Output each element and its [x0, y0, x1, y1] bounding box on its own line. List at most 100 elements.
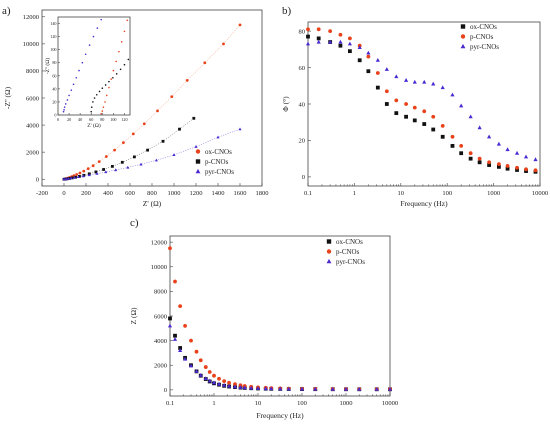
- panel-a-inset-point-p-cnos: [98, 90, 101, 93]
- panel-a-inset-point-pyr-cnos: [88, 44, 91, 46]
- panel-b-series-ox-cnos: [306, 34, 538, 174]
- panel-b-point-p-cnos: [338, 32, 343, 37]
- panel-b-point-p-cnos: [384, 89, 389, 94]
- panel-c-point-pyr-cnos: [374, 386, 379, 391]
- chart-panel-c: 0.1 1 10 100 1000 10000 0 2000 4000 6000 8000 10000…: [129, 235, 398, 420]
- panel-b-y-tick-label: 60: [299, 65, 306, 72]
- panel-a-point-p-cnos: [146, 148, 149, 152]
- panel-c-point-pyr-cnos: [242, 385, 247, 390]
- panel-c-x-tick-label: 1: [212, 400, 215, 407]
- panel-a-inset-point-pyr-cnos: [70, 89, 73, 91]
- panel-b-point-pyr-cnos: [523, 154, 529, 159]
- panel-b-point-p-cnos: [524, 167, 528, 172]
- panel-a-y-tick-label: 0: [36, 177, 39, 184]
- panel-b-point-p-cnos: [422, 109, 427, 114]
- panel-b-point-pyr-cnos: [450, 92, 455, 97]
- panel-b-legend-label-pyr-cnos: pyr-CNOs: [470, 43, 499, 51]
- panel-c-point-pyr-cnos: [203, 376, 208, 381]
- panel-a-inset-point-pyr-cnos: [96, 27, 99, 29]
- panel-a-inset-point-p-cnos: [93, 97, 96, 99]
- panel-b-legend-marker-pyr-cnos: [460, 43, 466, 49]
- panel-c-point-ox-cnos: [178, 346, 183, 350]
- panel-b-point-pyr-cnos: [375, 57, 380, 62]
- panel-c-legend-marker-p-cnos: [326, 249, 332, 254]
- panel-b-point-p-cnos: [459, 144, 464, 148]
- panel-b-point-ox-cnos: [316, 36, 321, 41]
- panel-c-point-pyr-cnos: [263, 386, 268, 391]
- panel-b-point-p-cnos: [412, 105, 417, 110]
- panel-c-letter: c): [130, 217, 139, 229]
- panel-a-inset-point-ox-cnos: [104, 101, 106, 103]
- panel-a-inset-point-p-cnos: [90, 106, 93, 108]
- panel-a-point-ox-cnos: [203, 61, 207, 65]
- panel-a-point-p-cnos: [161, 139, 165, 143]
- panel-c-point-pyr-cnos: [269, 386, 274, 391]
- panel-b-x-tick-label: 1000: [487, 190, 500, 197]
- panel-a-legend-label-ox-cnos: ox-CNOs: [205, 148, 232, 156]
- panel-a-inset-x-tick-label: 40: [78, 117, 82, 122]
- panel-a-point-pyr-cnos: [81, 174, 85, 178]
- panel-a-inset-y-tick-label: 100: [50, 47, 56, 52]
- panel-a-x-tick-label: 0: [62, 190, 65, 197]
- panel-b-point-ox-cnos: [384, 102, 389, 106]
- panel-c-point-p-cnos: [173, 279, 177, 284]
- panel-a-point-p-cnos: [178, 127, 181, 131]
- panel-b-point-ox-cnos: [394, 111, 399, 116]
- panel-c-y-tick-label: 4000: [154, 338, 167, 345]
- panel-a-inset-y-tick-label: 120: [50, 34, 56, 39]
- panel-b-point-ox-cnos: [375, 85, 380, 90]
- panel-a-point-ox-cnos: [170, 95, 174, 99]
- panel-a-series-pyr-cnos: [62, 127, 242, 181]
- panel-a-inset: 0 20 40 60 80 100 120 0 20 40 60 80 100 120 140 Z' (Ω) -…: [44, 16, 131, 129]
- panel-a-point-pyr-cnos: [172, 153, 176, 156]
- panel-b-point-p-cnos: [515, 165, 519, 170]
- panel-b-point-p-cnos: [348, 36, 352, 41]
- panel-c-x-tick-label: 100: [297, 400, 307, 407]
- panel-c-point-pyr-cnos: [182, 356, 188, 361]
- panel-a-inset-point-ox-cnos: [126, 19, 129, 22]
- panel-a-inset-point-ox-cnos: [123, 30, 126, 33]
- panel-b-point-p-cnos: [316, 27, 321, 32]
- panel-c-point-pyr-cnos: [313, 386, 318, 391]
- panel-a-inset-point-p-cnos: [115, 73, 118, 75]
- panel-a-point-p-cnos: [111, 164, 114, 168]
- panel-a-legend-marker-pyr-cnos: [195, 168, 201, 174]
- panel-a-inset-point-pyr-cnos: [66, 99, 69, 101]
- panel-a-y-tick-label: 6000: [26, 95, 39, 102]
- panel-a-inset-x-tick-label: 60: [89, 117, 93, 122]
- panel-a-point-pyr-cnos: [66, 176, 70, 180]
- panel-a-x-tick-label: 1800: [256, 190, 269, 197]
- panel-a-point-pyr-cnos: [76, 175, 80, 179]
- panel-a-inset-x-tick-label: 0: [57, 117, 59, 122]
- panel-a-x-axis-label: Z' (Ω): [143, 199, 162, 208]
- panel-a-legend-marker-ox-cnos: [195, 149, 201, 154]
- panel-a-point-ox-cnos: [238, 23, 242, 27]
- panel-a-legend-marker-p-cnos: [195, 159, 201, 164]
- panel-b-point-pyr-cnos: [431, 81, 436, 86]
- chart-panel-b: 0.1 1 10 100 1000 10000 0 20 40 60 80 Frequency (Hz…: [281, 21, 548, 208]
- panel-c-legend-label-p-cnos: p-CNOs: [336, 248, 360, 256]
- panel-b-point-ox-cnos: [348, 49, 352, 54]
- panel-a-inset-point-pyr-cnos: [81, 61, 84, 64]
- panel-b-point-ox-cnos: [459, 151, 464, 156]
- panel-a-inset-point-p-cnos: [112, 76, 114, 79]
- panel-a-point-pyr-cnos: [64, 177, 68, 181]
- panel-a-legend-label-pyr-cnos: pyr-CNOs: [205, 168, 234, 176]
- panel-b-point-ox-cnos: [450, 144, 455, 148]
- panel-b-point-pyr-cnos: [459, 103, 464, 108]
- panel-b-series-pyr-cnos: [305, 39, 538, 162]
- panel-a-x-tick-label: 400: [103, 190, 113, 197]
- panel-b-point-pyr-cnos: [403, 78, 409, 82]
- panel-b-point-pyr-cnos: [384, 67, 389, 71]
- panel-b-point-ox-cnos: [515, 168, 519, 172]
- panel-c-point-pyr-cnos: [198, 373, 203, 377]
- panel-b-point-pyr-cnos: [505, 147, 510, 152]
- panel-c-point-pyr-cnos: [387, 387, 393, 391]
- panel-a-point-ox-cnos: [156, 109, 159, 113]
- panel-a-inset-point-ox-cnos: [110, 78, 112, 80]
- panel-c-x-tick-label: 10000: [382, 400, 398, 407]
- panel-a-inset-point-ox-cnos: [120, 41, 123, 43]
- panel-a-x-tick-label: 800: [147, 190, 157, 197]
- panel-b-point-ox-cnos: [306, 34, 310, 39]
